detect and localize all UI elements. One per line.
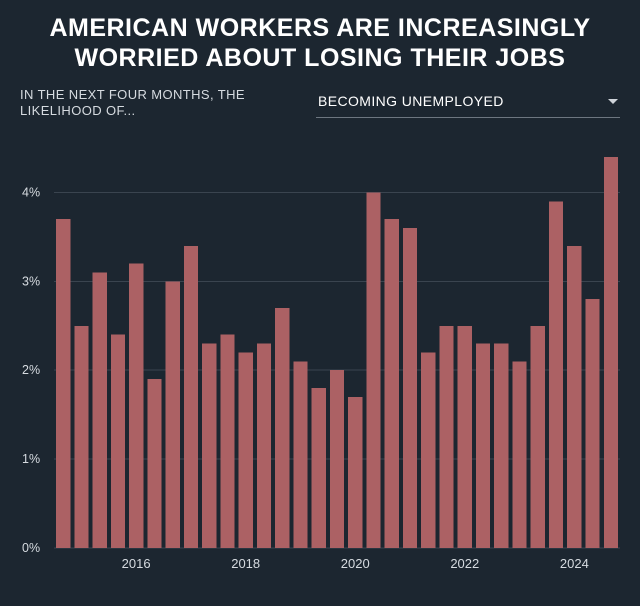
y-tick-label: 3% bbox=[22, 274, 40, 288]
bar[interactable] bbox=[567, 245, 581, 547]
bar[interactable] bbox=[366, 192, 380, 548]
bar[interactable] bbox=[604, 156, 618, 547]
dropdown-selected-label: BECOMING UNEMPLOYED bbox=[318, 93, 504, 109]
bar[interactable] bbox=[257, 343, 271, 547]
bar[interactable] bbox=[239, 352, 253, 548]
bar[interactable] bbox=[293, 361, 307, 548]
y-tick-label: 4% bbox=[22, 185, 40, 199]
bar[interactable] bbox=[312, 388, 326, 548]
chart-card: AMERICAN WORKERS ARE INCREASINGLY WORRIE… bbox=[0, 0, 640, 606]
x-tick-label: 2020 bbox=[341, 556, 370, 571]
bar[interactable] bbox=[549, 201, 563, 548]
question-label: IN THE NEXT FOUR MONTHS, THE LIKELIHOOD … bbox=[20, 87, 280, 120]
x-tick-label: 2022 bbox=[450, 556, 479, 571]
bar[interactable] bbox=[458, 325, 472, 547]
bar[interactable] bbox=[93, 272, 107, 548]
bar[interactable] bbox=[220, 334, 234, 547]
x-tick-label: 2024 bbox=[560, 556, 589, 571]
bar[interactable] bbox=[403, 228, 417, 548]
chevron-down-icon bbox=[608, 99, 618, 104]
bar[interactable] bbox=[494, 343, 508, 547]
bar[interactable] bbox=[275, 308, 289, 548]
bar[interactable] bbox=[476, 343, 490, 547]
bar[interactable] bbox=[56, 219, 70, 548]
bar[interactable] bbox=[348, 396, 362, 547]
bar[interactable] bbox=[202, 343, 216, 547]
bar[interactable] bbox=[421, 352, 435, 548]
bar[interactable] bbox=[129, 263, 143, 547]
y-tick-label: 0% bbox=[22, 541, 40, 555]
y-tick-label: 2% bbox=[22, 363, 40, 377]
bar[interactable] bbox=[330, 370, 344, 548]
bar[interactable] bbox=[147, 379, 161, 548]
bar-chart: 0% 1% 2% 3% 4% 2016 2018 2020 2022 2024 bbox=[20, 130, 620, 597]
bar[interactable] bbox=[184, 245, 198, 547]
series-dropdown[interactable]: BECOMING UNEMPLOYED bbox=[316, 87, 620, 118]
bar[interactable] bbox=[585, 299, 599, 548]
bar[interactable] bbox=[512, 361, 526, 548]
bar[interactable] bbox=[166, 281, 180, 548]
controls-row: IN THE NEXT FOUR MONTHS, THE LIKELIHOOD … bbox=[20, 87, 620, 120]
chart-title: AMERICAN WORKERS ARE INCREASINGLY WORRIE… bbox=[20, 14, 620, 73]
bar[interactable] bbox=[531, 325, 545, 547]
y-tick-label: 1% bbox=[22, 452, 40, 466]
x-tick-label: 2016 bbox=[122, 556, 151, 571]
bar[interactable] bbox=[111, 334, 125, 547]
bar[interactable] bbox=[439, 325, 453, 547]
bar[interactable] bbox=[385, 219, 399, 548]
x-tick-label: 2018 bbox=[231, 556, 260, 571]
chart-svg: 0% 1% 2% 3% 4% 2016 2018 2020 2022 2024 bbox=[20, 130, 620, 582]
bar[interactable] bbox=[74, 325, 88, 547]
